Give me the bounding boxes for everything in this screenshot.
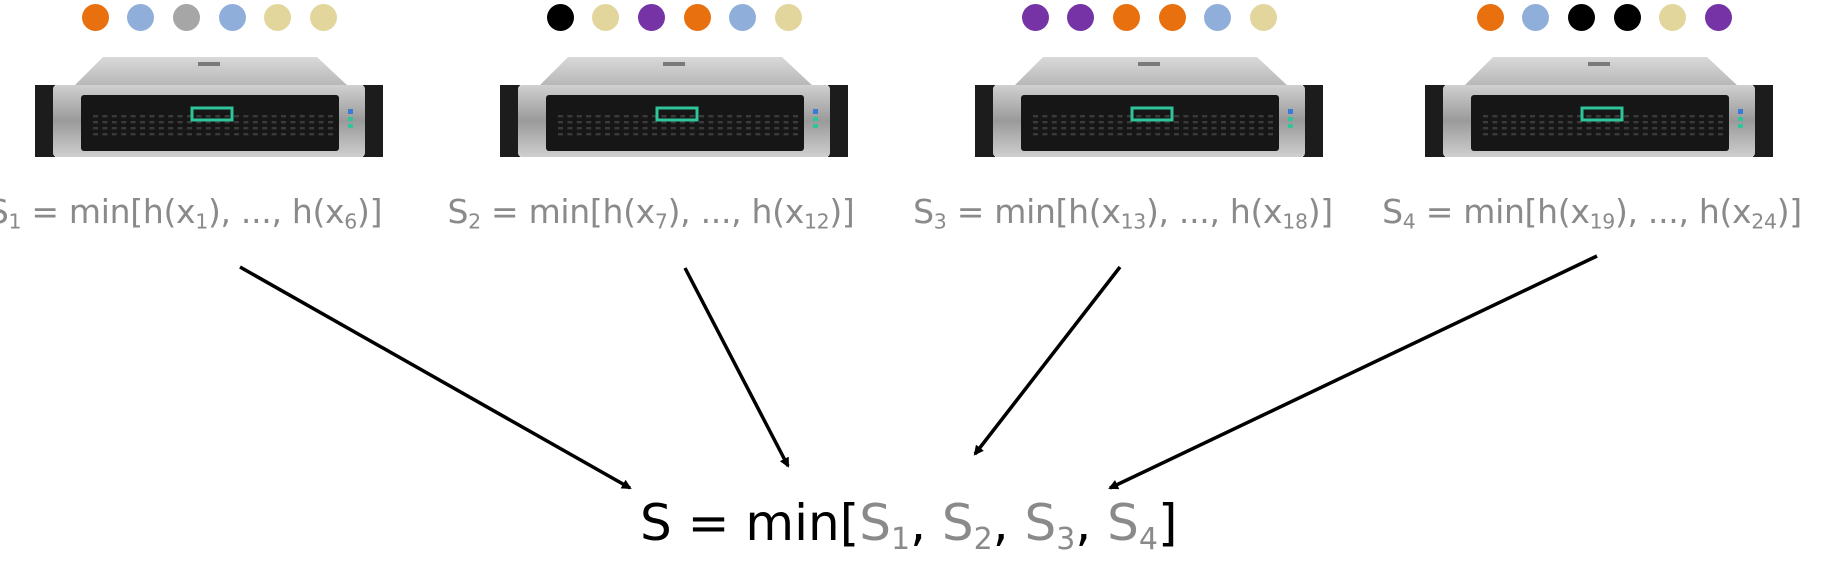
- data-item-dot: [729, 4, 756, 31]
- arrow-2: [683, 267, 790, 468]
- data-item-dot: [1568, 4, 1595, 31]
- server-3-data-items: [940, 2, 1288, 38]
- data-item-dot: [1659, 4, 1686, 31]
- data-item-dot: [1113, 4, 1140, 31]
- data-item-dot: [127, 4, 154, 31]
- data-item-dot: [82, 4, 109, 31]
- server-4-image: [1425, 55, 1773, 159]
- data-item-dot: [1250, 4, 1277, 31]
- data-item-dot: [1067, 4, 1094, 31]
- server-3-formula: S3 = min[h(x13), ..., h(x18)]: [913, 192, 1333, 234]
- data-item-dot: [1522, 4, 1549, 31]
- final-term-3: S3: [1024, 494, 1076, 557]
- data-item-dot: [310, 4, 337, 31]
- data-item-dot: [1705, 4, 1732, 31]
- final-rhs: ]: [1157, 494, 1178, 552]
- final-lhs: S = min[: [640, 494, 860, 552]
- server-1-formula: S1 = min[h(x1), ..., h(x6)]: [0, 192, 383, 234]
- data-item-dot: [1614, 4, 1641, 31]
- data-item-dot: [592, 4, 619, 31]
- data-item-dot: [638, 4, 665, 31]
- final-term-4: S4: [1107, 494, 1158, 557]
- final-term-1: S1: [859, 494, 911, 557]
- arrow-4: [1108, 254, 1598, 490]
- data-item-dot: [1022, 4, 1049, 31]
- arrow-3: [973, 265, 1122, 456]
- server-2-image: [500, 55, 848, 159]
- server-3-image: [975, 55, 1323, 159]
- data-item-dot: [775, 4, 802, 31]
- server-4-formula: S4 = min[h(x19), ..., h(x24)]: [1382, 192, 1802, 234]
- server-2-data-items: [465, 2, 813, 38]
- server-2-formula: S2 = min[h(x7), ..., h(x12)]: [447, 192, 855, 234]
- data-item-dot: [173, 4, 200, 31]
- data-item-dot: [264, 4, 291, 31]
- server-4-data-items: [1395, 2, 1743, 38]
- data-item-dot: [684, 4, 711, 31]
- data-item-dot: [1159, 4, 1186, 31]
- final-term-2: S2: [941, 494, 993, 557]
- server-1-image: [35, 55, 383, 159]
- server-1-data-items: [0, 2, 348, 38]
- final-formula: S = min[S1, S2, S3, S4]: [640, 494, 1178, 557]
- arrow-1: [239, 265, 632, 490]
- data-item-dot: [1204, 4, 1231, 31]
- data-item-dot: [547, 4, 574, 31]
- data-item-dot: [1477, 4, 1504, 31]
- data-item-dot: [219, 4, 246, 31]
